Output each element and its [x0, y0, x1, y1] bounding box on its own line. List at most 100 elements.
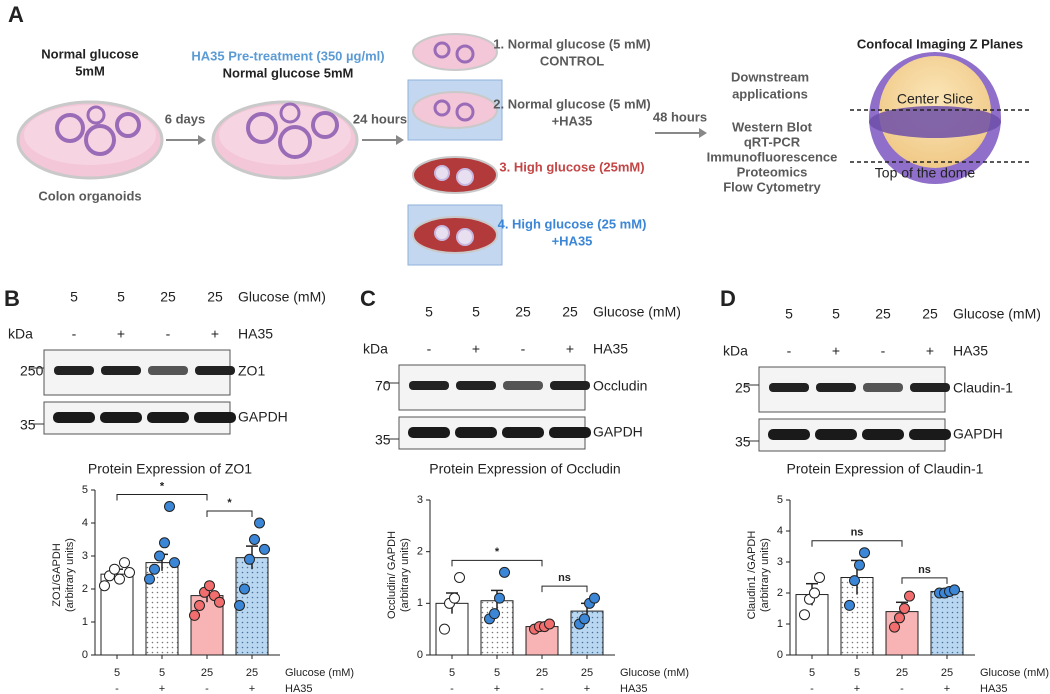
kda-marker: 250 — [20, 363, 44, 379]
x-row-label: Glucose (mM) — [980, 667, 1049, 679]
y-axis-label: Occludin/ GAPDH — [386, 531, 398, 619]
data-point — [244, 553, 255, 565]
bar — [930, 590, 964, 656]
protein-label: GAPDH — [953, 426, 1003, 442]
application: Proteomics — [737, 164, 808, 179]
y-tick-label: 2 — [82, 583, 88, 595]
data-point — [844, 599, 855, 611]
x-tick-label: 5 — [159, 667, 165, 679]
data-point — [239, 583, 250, 595]
protein-label: ZO1 — [238, 363, 265, 379]
y-tick-label: 4 — [777, 525, 783, 537]
band — [408, 427, 450, 438]
protein-label: GAPDH — [593, 424, 643, 440]
band — [502, 427, 544, 438]
x-tick-label: - — [900, 683, 904, 694]
lane-ha35: + — [472, 341, 480, 357]
band — [503, 381, 543, 390]
protein-label: Occludin — [593, 378, 647, 394]
data-point — [949, 584, 960, 596]
condition: +HA35 — [552, 233, 593, 248]
data-point — [894, 612, 905, 624]
data-point — [154, 550, 165, 562]
data-point — [214, 596, 225, 608]
lane-ha35: + — [211, 326, 219, 342]
band — [815, 429, 857, 440]
x-tick-label: + — [584, 683, 590, 694]
band — [148, 366, 188, 375]
significance-bracket — [206, 510, 253, 517]
data-point — [494, 592, 505, 604]
data-point — [99, 580, 110, 592]
lane-glucose: 5 — [425, 304, 433, 320]
x-tick-label: + — [159, 683, 165, 694]
kda-marker: 70 — [375, 378, 391, 394]
band — [816, 383, 856, 392]
data-point — [809, 587, 820, 599]
step-text: Normal glucose 5mM — [223, 65, 354, 80]
step-text: Normal glucose — [41, 46, 139, 61]
data-point — [249, 534, 260, 545]
significance-label: ns — [918, 564, 931, 576]
data-point — [144, 573, 155, 585]
data-point — [234, 600, 245, 611]
lane-ha35: - — [787, 343, 792, 359]
row-label: Glucose (mM) — [238, 289, 326, 305]
y-tick-label: 5 — [777, 494, 783, 506]
application: Western Blot — [732, 119, 813, 134]
kda-label: kDa — [8, 326, 33, 342]
kda-marker: 35 — [735, 434, 751, 450]
significance-bracket — [451, 559, 543, 567]
y-tick-label: 0 — [82, 649, 88, 661]
lane-glucose: 5 — [117, 289, 125, 305]
lane-glucose: 5 — [70, 289, 78, 305]
chart-title: Protein Expression of Claudin-1 — [787, 461, 984, 477]
lane-glucose: 5 — [832, 306, 840, 322]
arrow-label: 48 hours — [653, 109, 707, 124]
confocal-title: Confocal Imaging Z Planes — [857, 36, 1023, 51]
lane-ha35: - — [521, 341, 526, 357]
lane-glucose: 25 — [160, 289, 176, 305]
significance-label: * — [160, 480, 165, 492]
lane-glucose: 25 — [207, 289, 223, 305]
confocal-label: Center Slice — [897, 91, 973, 107]
x-tick-label: - — [810, 683, 814, 694]
band — [863, 383, 903, 392]
condition: 1. Normal glucose (5 mM) — [493, 36, 650, 51]
data-point — [579, 613, 590, 625]
lane-glucose: 25 — [562, 304, 578, 320]
data-point — [109, 563, 120, 575]
data-point — [589, 592, 600, 604]
significance-label: * — [495, 546, 500, 558]
x-tick-label: 25 — [201, 667, 213, 679]
y-axis-label: ZO1/GAPDH — [51, 543, 63, 607]
kda-label: kDa — [723, 343, 748, 359]
data-point — [439, 623, 450, 635]
band — [550, 381, 590, 390]
panel-label: D — [720, 286, 736, 311]
band — [100, 412, 142, 423]
data-point — [799, 609, 810, 621]
band — [909, 429, 951, 440]
band — [769, 383, 809, 392]
x-row-label: HA35 — [620, 683, 648, 694]
y-tick-label: 1 — [82, 616, 88, 628]
step-text: HA35 Pre-treatment (350 µg/ml) — [191, 48, 384, 63]
band — [768, 429, 810, 440]
y-tick-label: 4 — [82, 517, 88, 529]
data-point — [189, 609, 200, 621]
protein-label: Claudin-1 — [953, 380, 1013, 396]
lane-glucose: 25 — [515, 304, 531, 320]
data-point — [859, 547, 870, 559]
chart-title: Protein Expression of ZO1 — [88, 461, 252, 477]
x-tick-label: 25 — [581, 667, 593, 679]
x-tick-label: - — [205, 683, 209, 694]
data-point — [164, 501, 175, 512]
panel-a-graphics — [16, 33, 1030, 266]
y-axis-label: Claudin1 /GAPDH — [746, 531, 758, 620]
condition: +HA35 — [552, 113, 593, 128]
application: qRT-PCR — [744, 134, 801, 149]
data-point — [114, 573, 125, 585]
x-tick-label: - — [115, 683, 119, 694]
